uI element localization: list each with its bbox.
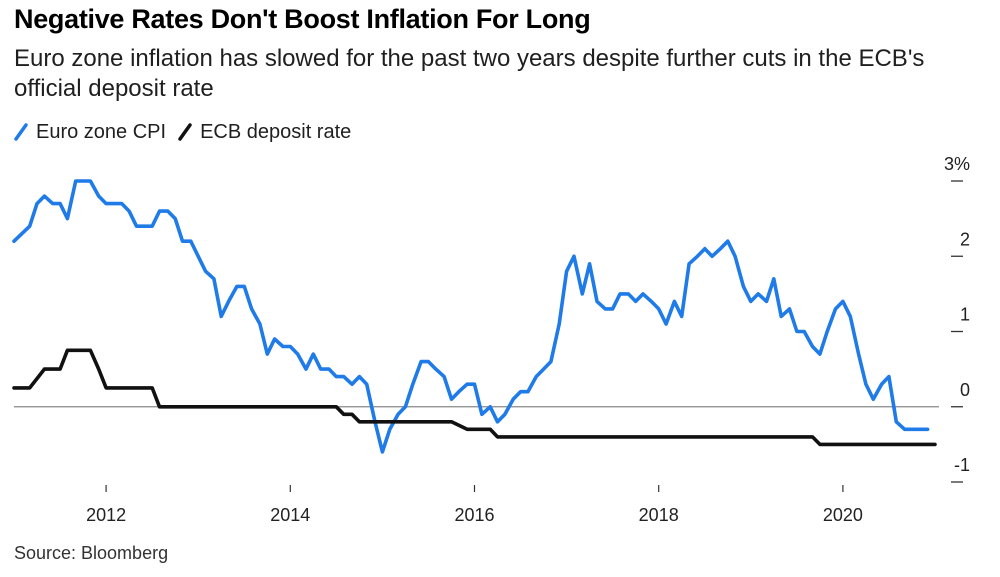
y-tick-label: 2 bbox=[960, 229, 970, 249]
x-tick-label: 2020 bbox=[823, 505, 863, 525]
legend-label-cpi: Euro zone CPI bbox=[36, 120, 167, 143]
legend-item-cpi: Euro zone CPI bbox=[14, 121, 166, 144]
x-tick-label: 2018 bbox=[639, 505, 679, 525]
legend: Euro zone CPI ECB deposit rate bbox=[14, 118, 363, 146]
legend-item-rate: ECB deposit rate bbox=[178, 121, 351, 144]
y-tick-label: 3% bbox=[944, 154, 970, 174]
source-note: Source: Bloomberg bbox=[14, 543, 169, 563]
chart-subtitle: Euro zone inflation has slowed for the p… bbox=[14, 45, 925, 102]
x-tick-label: 2012 bbox=[86, 505, 126, 525]
series-line-rate bbox=[12, 348, 937, 447]
legend-label-rate: ECB deposit rate bbox=[200, 120, 352, 143]
y-tick-label: 1 bbox=[960, 305, 970, 325]
y-tick-label: 0 bbox=[960, 380, 970, 400]
y-tick-label: -1 bbox=[954, 455, 970, 475]
x-tick-label: 2014 bbox=[270, 505, 310, 525]
x-tick-label: 2016 bbox=[454, 505, 494, 525]
legend-swatch-rate bbox=[178, 123, 192, 141]
chart-title: Negative Rates Don't Boost Inflation For… bbox=[14, 4, 591, 34]
legend-swatch-cpi bbox=[14, 123, 28, 141]
series-line-cpi bbox=[12, 179, 930, 454]
